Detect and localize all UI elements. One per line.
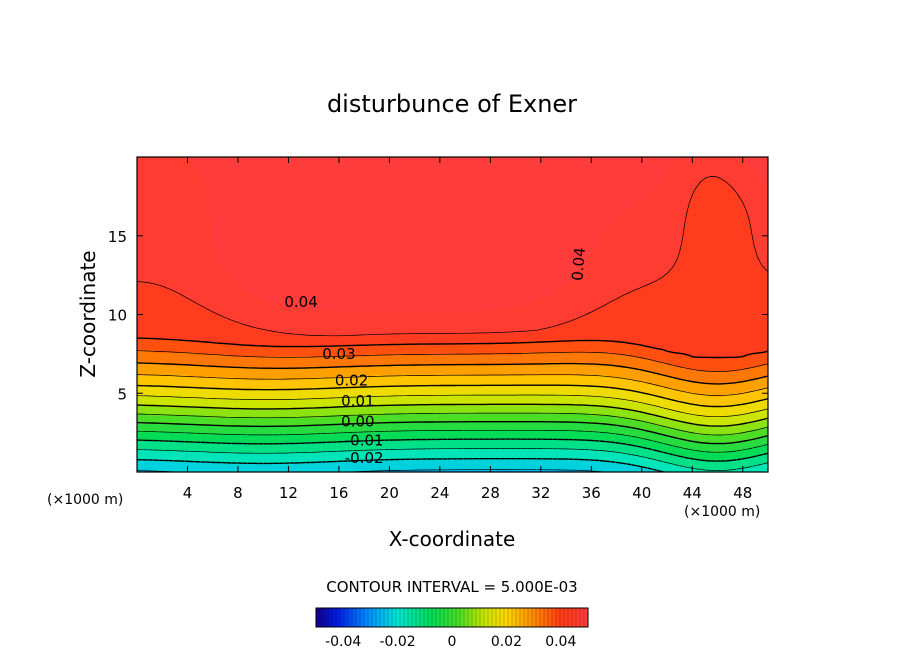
field-colormap <box>137 157 768 472</box>
colorbar-tick-label: 0.04 <box>545 634 576 650</box>
x-tick-label: 16 <box>329 484 348 502</box>
x-tick-label: 32 <box>531 484 550 502</box>
contour-label: 0.01 <box>341 392 374 410</box>
contour-label: 0.03 <box>322 345 355 363</box>
chart-title: disturbunce of Exner <box>327 90 577 118</box>
x-tick-label: 44 <box>683 484 702 502</box>
y-axis-label: Z-coordinate <box>76 250 100 377</box>
colorbar: -0.04 -0.02 0 0.02 0.04 <box>315 607 589 650</box>
x-tick-label: 36 <box>582 484 601 502</box>
contour-line <box>137 429 768 453</box>
x-unit-label-right: (×1000 m) <box>684 504 760 520</box>
colorbar-tick-label: -0.04 <box>325 634 361 650</box>
contour-line <box>137 384 768 408</box>
colorbar-tick-labels: -0.04 -0.02 0 0.02 0.04 <box>325 634 576 650</box>
contour-label: 0.04 <box>568 247 589 282</box>
contour-line <box>137 374 768 396</box>
x-tick-label: 28 <box>481 484 500 502</box>
contour-line <box>137 337 768 359</box>
x-tick-label: 40 <box>632 484 651 502</box>
colorbar-gradient <box>316 608 588 627</box>
x-tick-label: 4 <box>183 484 193 502</box>
contour-line <box>137 421 768 445</box>
contour-line <box>137 350 768 372</box>
x-tick-label: 12 <box>279 484 298 502</box>
colorbar-bin-lines <box>319 608 585 627</box>
contour-label-group: 0.04 0.04 0.03 0.02 0.01 0.00-0.01-0.02 <box>284 247 589 467</box>
colorbar-tick-label: 0.02 <box>491 634 522 650</box>
y-axis-ticks: 5 10 15 <box>108 228 768 403</box>
contour-line <box>137 438 768 462</box>
x-axis-label: X-coordinate <box>389 527 516 551</box>
contour-interval-label: CONTOUR INTERVAL = 5.000E-03 <box>326 578 577 596</box>
contour-line <box>137 412 768 436</box>
contour-label: 0.04 <box>284 293 317 311</box>
y-tick-label: 15 <box>108 228 127 246</box>
x-tick-label: 20 <box>380 484 399 502</box>
contour-lines <box>137 176 768 472</box>
contour-label: 0.00 <box>341 413 374 431</box>
x-tick-label: 24 <box>430 484 449 502</box>
colorbar-tick-label: -0.02 <box>379 634 415 650</box>
colorbar-tick-label: 0 <box>448 634 457 650</box>
x-tick-label: 48 <box>733 484 752 502</box>
plot-area: 0.04 0.04 0.03 0.02 0.01 0.00-0.01-0.02 <box>136 156 769 473</box>
colorbar-frame <box>315 607 589 628</box>
contour-line <box>137 362 768 385</box>
x-unit-label-left: (×1000 m) <box>47 492 123 508</box>
contour-line <box>137 448 768 471</box>
y-tick-label: 5 <box>117 385 127 403</box>
contour-label: -0.01 <box>345 432 384 450</box>
x-tick-label: 8 <box>233 484 243 502</box>
contour-label: 0.02 <box>335 372 368 390</box>
contour-line <box>137 394 768 418</box>
x-axis-ticks: 4 8 12 16 20 24 28 32 36 40 44 48 <box>183 157 752 502</box>
contour-line <box>137 403 768 427</box>
contour-label: -0.02 <box>345 449 384 467</box>
y-tick-label: 10 <box>108 307 127 325</box>
contour-line <box>137 176 768 337</box>
